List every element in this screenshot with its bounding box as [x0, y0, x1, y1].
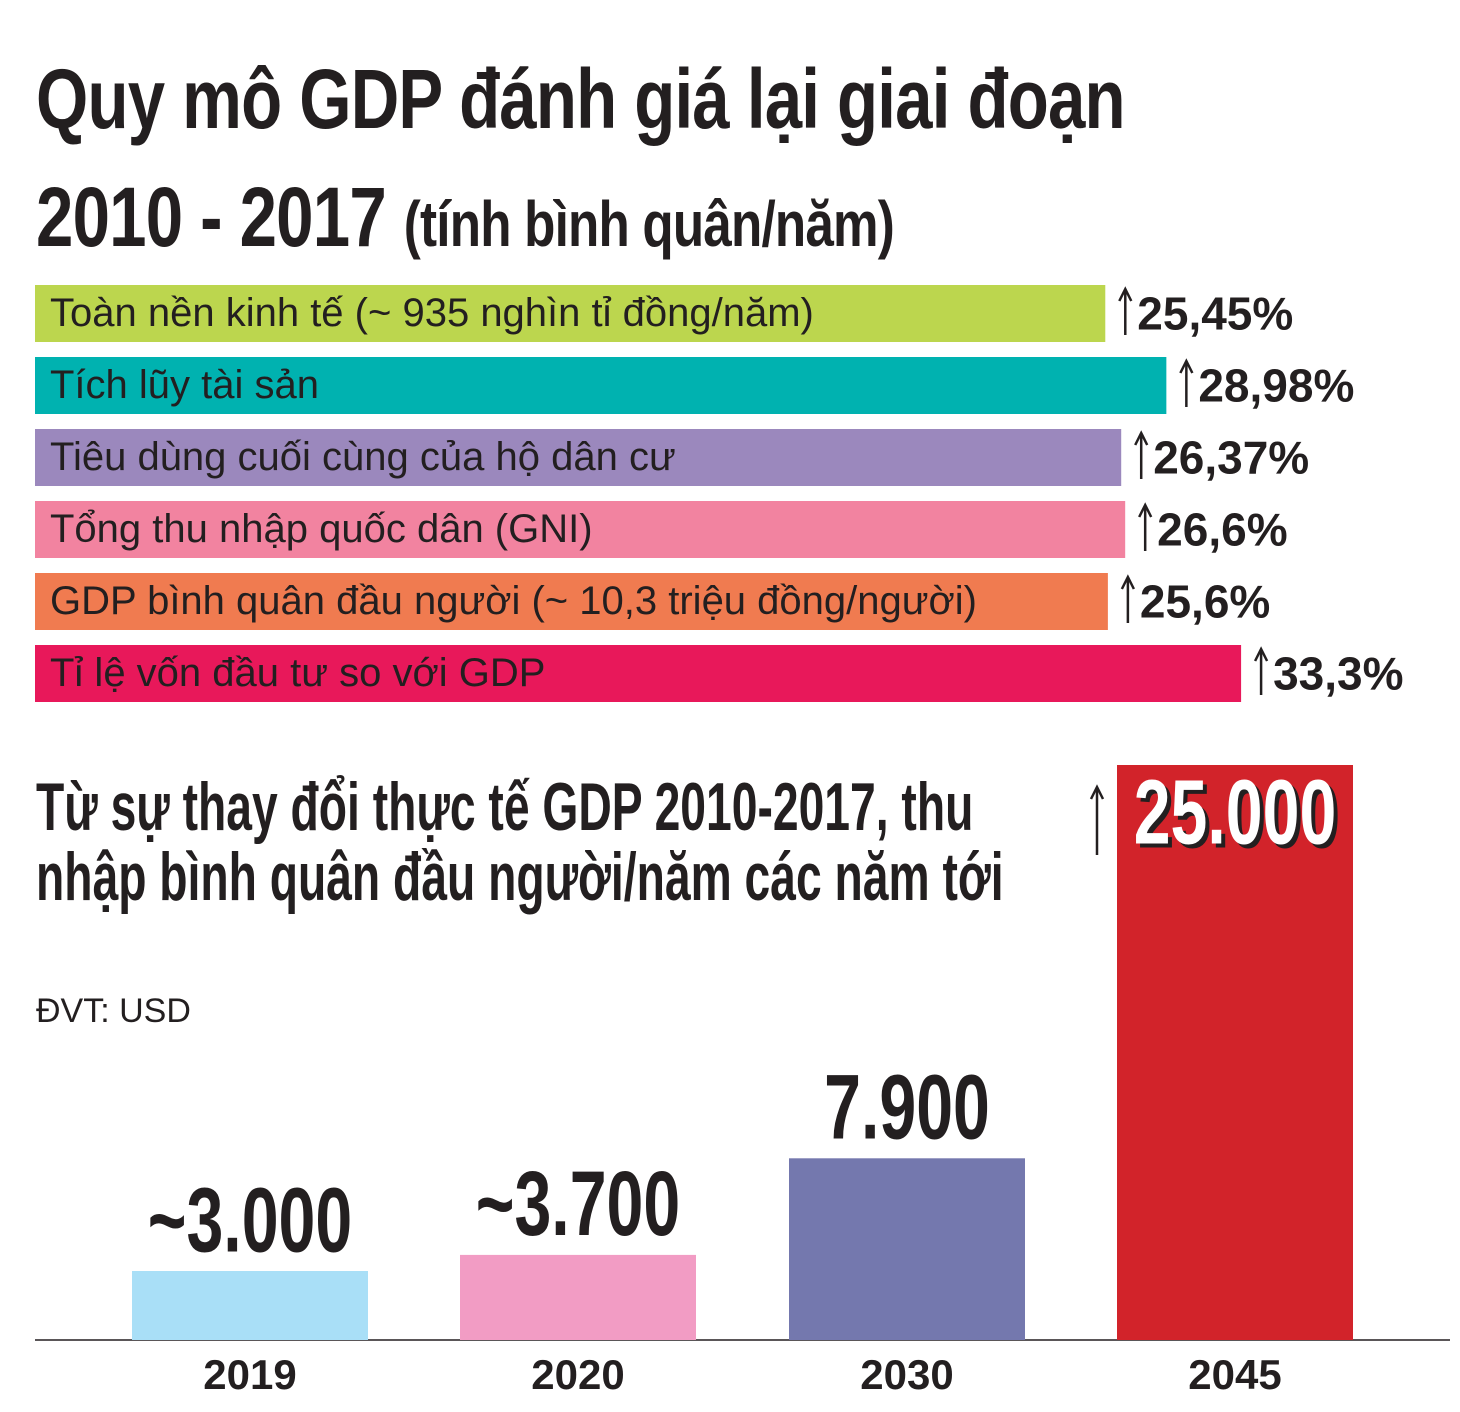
bar-label: Tích lũy tài sản: [50, 363, 319, 407]
x-tick-label: 2030: [860, 1351, 953, 1398]
bar-label: GDP bình quân đầu người (~ 10,3 triệu đồ…: [50, 579, 977, 623]
bar: [35, 285, 1106, 342]
arrow-head: [1120, 574, 1135, 590]
value-label: 25,45%: [1137, 288, 1293, 340]
x-tick-label: 2019: [203, 1351, 296, 1398]
arrow-head: [1118, 286, 1133, 302]
title: Từ sự thay đổi thực tế GDP 2010-2017, th…: [36, 769, 1004, 915]
bar: [132, 1271, 368, 1340]
bar-label: Tỉ lệ vốn đầu tư so với GDP: [50, 651, 545, 695]
bar-label: Tiêu dùng cuối cùng của hộ dân cư: [50, 435, 676, 479]
bar: [35, 645, 1242, 702]
bar: [460, 1254, 696, 1340]
value-label-shadow: 25.000: [1138, 764, 1341, 867]
value-label: 26,37%: [1153, 432, 1309, 484]
arrow-head: [1138, 502, 1153, 518]
value-label: 33,3%: [1273, 648, 1403, 700]
value-label: 26,6%: [1157, 504, 1287, 556]
x-tick-label: 2045: [1188, 1351, 1281, 1398]
unit-label: ĐVT: USD: [36, 992, 191, 1030]
bar: [1117, 765, 1353, 1340]
bar: [35, 501, 1126, 558]
arrow-head: [1089, 784, 1105, 800]
bar: [35, 573, 1108, 630]
arrow-head: [1179, 358, 1194, 374]
title: Quy mô GDP đánh giá lại giai đoạn 2010 -…: [36, 40, 1284, 283]
value-label: ~3.000: [148, 1168, 352, 1271]
bar: [35, 357, 1167, 414]
arrow-head: [1253, 646, 1269, 662]
bar: [35, 429, 1122, 486]
subtitle: (tính bình quân/năm): [403, 188, 895, 260]
value-label: 28,98%: [1198, 360, 1354, 412]
arrow-head: [1134, 430, 1149, 446]
bar: [789, 1158, 1025, 1340]
value-label: ~3.700: [476, 1151, 680, 1254]
value-label: 7.900: [824, 1055, 990, 1158]
bar-label: Toàn nền kinh tế (~ 935 nghìn tỉ đồng/nă…: [50, 291, 814, 335]
bar-label: Tổng thu nhập quốc dân (GNI): [50, 507, 593, 551]
x-tick-label: 2020: [531, 1351, 624, 1398]
value-label: 25,6%: [1140, 576, 1270, 628]
value-label: 25.000: [1134, 760, 1337, 863]
title-text: Quy mô GDP đánh giá lại giai đoạn 2010 -…: [36, 52, 1126, 264]
